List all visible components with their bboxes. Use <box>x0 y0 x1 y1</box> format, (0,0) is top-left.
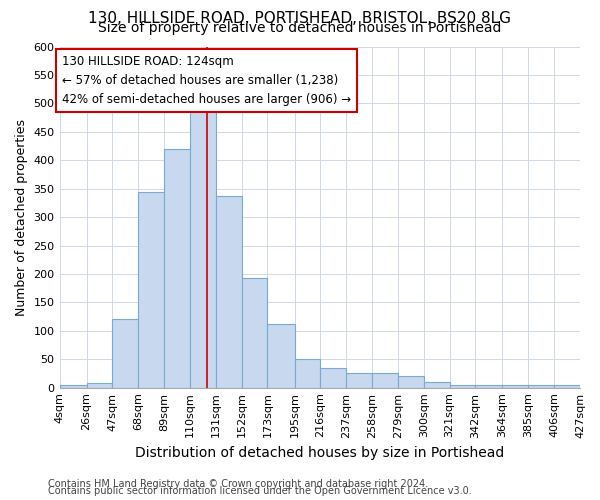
Bar <box>295 359 320 388</box>
Bar <box>346 373 372 388</box>
Text: Contains public sector information licensed under the Open Government Licence v3: Contains public sector information licen… <box>48 486 472 496</box>
Bar <box>190 110 216 388</box>
Bar <box>138 192 164 388</box>
Bar <box>86 383 112 388</box>
X-axis label: Distribution of detached houses by size in Portishead: Distribution of detached houses by size … <box>135 446 505 460</box>
Bar <box>424 382 449 388</box>
Bar <box>112 320 138 388</box>
Text: Contains HM Land Registry data © Crown copyright and database right 2024.: Contains HM Land Registry data © Crown c… <box>48 479 428 489</box>
Y-axis label: Number of detached properties: Number of detached properties <box>15 118 28 316</box>
Bar <box>475 385 502 388</box>
Bar <box>320 368 346 388</box>
Bar <box>59 385 86 388</box>
Bar <box>268 324 295 388</box>
Bar <box>529 386 554 388</box>
Bar <box>372 374 398 388</box>
Bar <box>554 385 580 388</box>
Bar <box>216 196 242 388</box>
Text: Size of property relative to detached houses in Portishead: Size of property relative to detached ho… <box>98 21 502 35</box>
Text: 130 HILLSIDE ROAD: 124sqm
← 57% of detached houses are smaller (1,238)
42% of se: 130 HILLSIDE ROAD: 124sqm ← 57% of detac… <box>62 55 351 106</box>
Text: 130, HILLSIDE ROAD, PORTISHEAD, BRISTOL, BS20 8LG: 130, HILLSIDE ROAD, PORTISHEAD, BRISTOL,… <box>89 11 511 26</box>
Bar <box>398 376 424 388</box>
Bar <box>449 386 475 388</box>
Bar <box>242 278 268 388</box>
Bar <box>502 386 529 388</box>
Bar <box>164 149 190 388</box>
